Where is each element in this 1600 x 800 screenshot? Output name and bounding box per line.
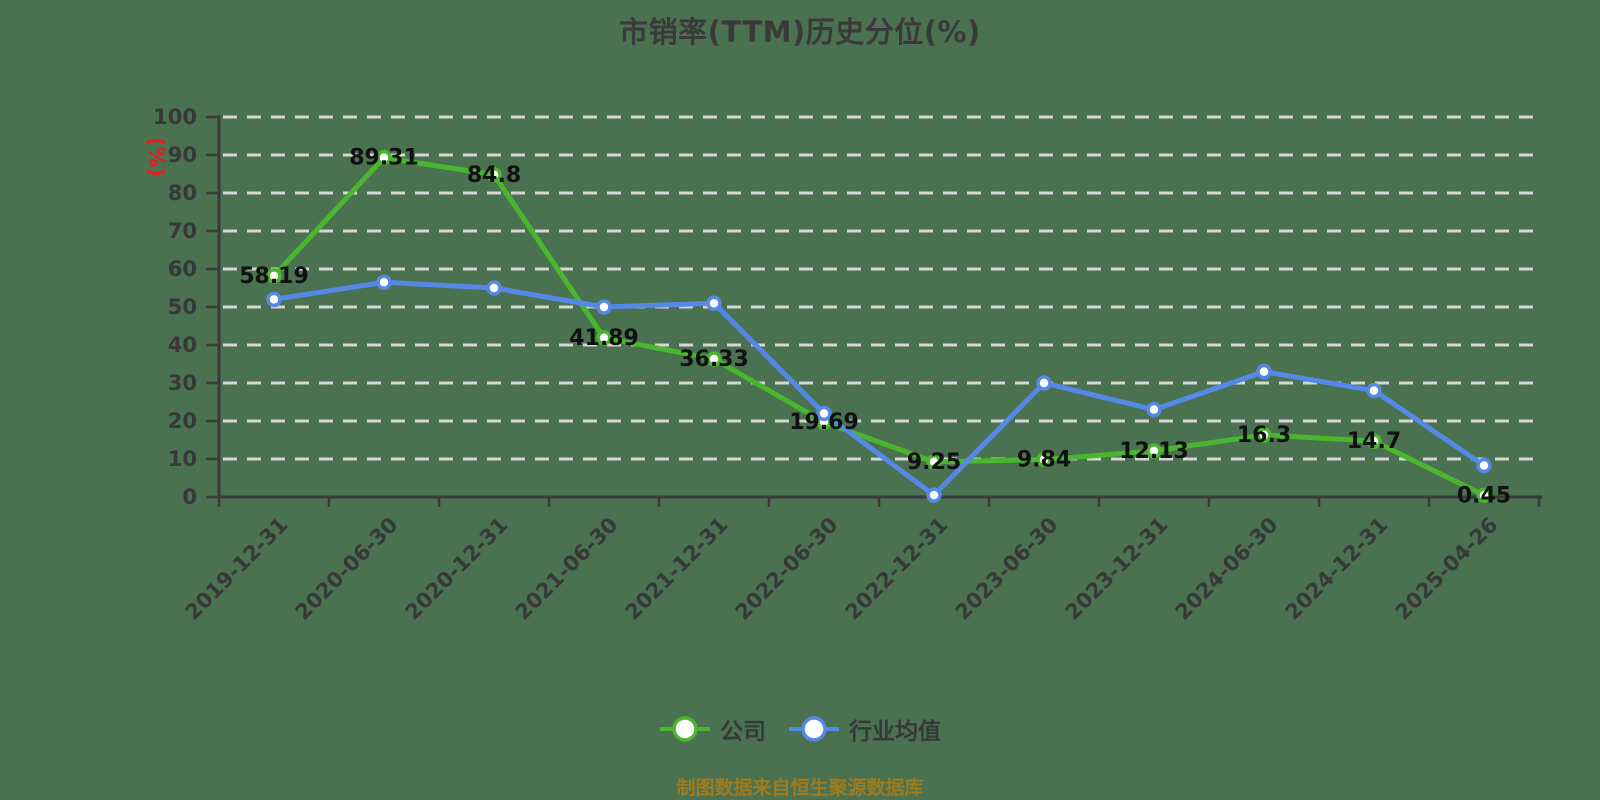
x-tick-label: 2024-12-31 — [1281, 513, 1393, 625]
industry-average-data-point — [376, 274, 392, 291]
y-tick-label: 70 — [168, 219, 197, 243]
x-tick-label: 2022-12-31 — [841, 513, 953, 625]
company-data-point — [1256, 427, 1272, 443]
company-data-point — [486, 167, 502, 183]
industry-average-data-point — [1146, 401, 1162, 418]
industry-average-data-point — [486, 280, 502, 296]
data-source-note: 制图数据来自恒生聚源数据库 — [676, 777, 924, 799]
x-tick-label: 2025-04-26 — [1391, 513, 1503, 625]
company-data-point — [926, 454, 942, 470]
company-data-point-label: 14.7 — [1347, 429, 1401, 454]
industry-average-data-point — [1366, 382, 1382, 399]
x-tick-label: 2019-12-31 — [181, 513, 293, 625]
y-tick-label: 0 — [182, 485, 197, 509]
industry-average-legend-marker — [789, 716, 839, 742]
company-data-point — [1146, 443, 1162, 459]
company-series-line — [271, 155, 1487, 498]
y-tick-label: 60 — [168, 257, 197, 281]
x-tick-label: 2023-06-30 — [951, 513, 1063, 625]
company-data-point-label: 9.25 — [907, 450, 961, 475]
company-data-point — [266, 268, 282, 284]
y-tick-label: 40 — [168, 333, 197, 357]
industry-average-data-point — [266, 291, 282, 308]
company-legend-marker — [660, 716, 710, 742]
y-axis-unit-label: (%) — [144, 137, 168, 177]
industry-average-data-point — [1036, 375, 1052, 391]
company-data-point-label: 58.19 — [239, 264, 309, 289]
industry-average-series-line — [271, 279, 1487, 498]
company-data-point — [376, 149, 392, 166]
y-tick-label: 100 — [153, 105, 197, 129]
company-data-point-label: 16.3 — [1237, 423, 1291, 448]
industry-average-data-point — [706, 295, 722, 311]
y-tick-label: 90 — [168, 143, 197, 167]
industry-average-data-point — [1476, 457, 1492, 474]
company-data-point-label: 9.84 — [1017, 448, 1071, 473]
legend: 公司 行业均值 — [0, 712, 1600, 746]
company-data-point-label: 12.13 — [1119, 439, 1189, 464]
y-tick-label: 80 — [168, 181, 197, 205]
x-tick-label: 2023-12-31 — [1061, 513, 1173, 625]
company-data-point-label: 36.33 — [679, 347, 749, 372]
company-data-point-label: 84.8 — [467, 163, 521, 188]
x-tick-label: 2021-06-30 — [511, 513, 623, 625]
legend-item-company[interactable]: 公司 — [659, 712, 766, 746]
y-tick-label: 20 — [168, 409, 197, 433]
legend-label-company: 公司 — [720, 719, 766, 745]
y-tick-label: 50 — [168, 295, 197, 319]
company-data-point — [706, 351, 722, 367]
legend-item-industry-average[interactable]: 行业均值 — [788, 712, 941, 746]
industry-average-data-point — [596, 299, 612, 315]
y-tick-label: 30 — [168, 371, 197, 395]
legend-label-industry-average: 行业均值 — [849, 719, 941, 745]
industry-average-data-point — [816, 405, 832, 422]
industry-average-data-point — [1256, 363, 1272, 380]
chart-title: 市销率(TTM)历史分位(%) — [619, 15, 981, 49]
y-tick-label: 10 — [168, 447, 197, 471]
company-data-point-label: 19.69 — [789, 410, 859, 435]
x-tick-label: 2020-06-30 — [291, 513, 403, 625]
x-tick-label: 2022-06-30 — [731, 513, 843, 625]
company-data-point — [1036, 451, 1052, 468]
x-tick-label: 2021-12-31 — [621, 513, 733, 625]
company-data-point — [1476, 487, 1492, 504]
x-tick-label: 2020-12-31 — [401, 513, 513, 625]
company-data-point — [1366, 433, 1382, 449]
x-tick-label: 2024-06-30 — [1171, 513, 1283, 625]
company-data-point-label: 41.89 — [569, 326, 639, 351]
company-data-point-label: 0.45 — [1457, 483, 1511, 508]
company-data-point — [596, 330, 612, 346]
industry-average-data-point — [926, 487, 942, 503]
company-data-point-label: 89.31 — [349, 146, 419, 171]
